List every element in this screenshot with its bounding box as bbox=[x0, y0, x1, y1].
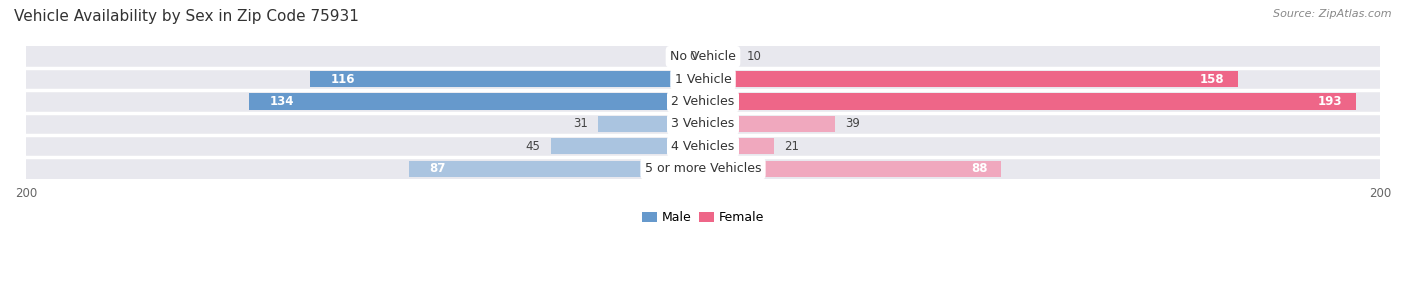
Text: 5 or more Vehicles: 5 or more Vehicles bbox=[645, 162, 761, 175]
Text: 31: 31 bbox=[574, 118, 588, 130]
Text: 2 Vehicles: 2 Vehicles bbox=[672, 95, 734, 108]
Text: 39: 39 bbox=[845, 118, 860, 130]
Text: No Vehicle: No Vehicle bbox=[671, 50, 735, 63]
Text: 21: 21 bbox=[785, 140, 799, 153]
Text: 116: 116 bbox=[330, 73, 356, 86]
Bar bbox=[27, 114, 1379, 134]
Bar bbox=[598, 116, 703, 132]
Bar bbox=[703, 116, 835, 132]
Legend: Male, Female: Male, Female bbox=[637, 206, 769, 229]
Bar bbox=[703, 49, 737, 65]
Text: Vehicle Availability by Sex in Zip Code 75931: Vehicle Availability by Sex in Zip Code … bbox=[14, 9, 359, 24]
Text: 88: 88 bbox=[970, 162, 987, 175]
Text: 1 Vehicle: 1 Vehicle bbox=[675, 73, 731, 86]
Bar bbox=[703, 161, 1001, 177]
Bar bbox=[703, 94, 1357, 110]
Bar bbox=[409, 161, 703, 177]
Bar bbox=[27, 136, 1379, 157]
Text: 0: 0 bbox=[689, 50, 696, 63]
Bar bbox=[27, 69, 1379, 90]
Text: 193: 193 bbox=[1319, 95, 1343, 108]
Bar bbox=[27, 158, 1379, 179]
Text: 10: 10 bbox=[747, 50, 762, 63]
Text: 134: 134 bbox=[270, 95, 294, 108]
Bar bbox=[551, 138, 703, 154]
Text: 3 Vehicles: 3 Vehicles bbox=[672, 118, 734, 130]
Text: 87: 87 bbox=[429, 162, 446, 175]
Bar bbox=[703, 138, 775, 154]
Bar bbox=[311, 71, 703, 87]
Text: 45: 45 bbox=[526, 140, 540, 153]
Text: 158: 158 bbox=[1199, 73, 1225, 86]
Bar bbox=[27, 46, 1379, 67]
Bar bbox=[703, 71, 1237, 87]
Bar bbox=[249, 94, 703, 110]
Text: 4 Vehicles: 4 Vehicles bbox=[672, 140, 734, 153]
Text: Source: ZipAtlas.com: Source: ZipAtlas.com bbox=[1274, 9, 1392, 19]
Bar bbox=[27, 91, 1379, 112]
